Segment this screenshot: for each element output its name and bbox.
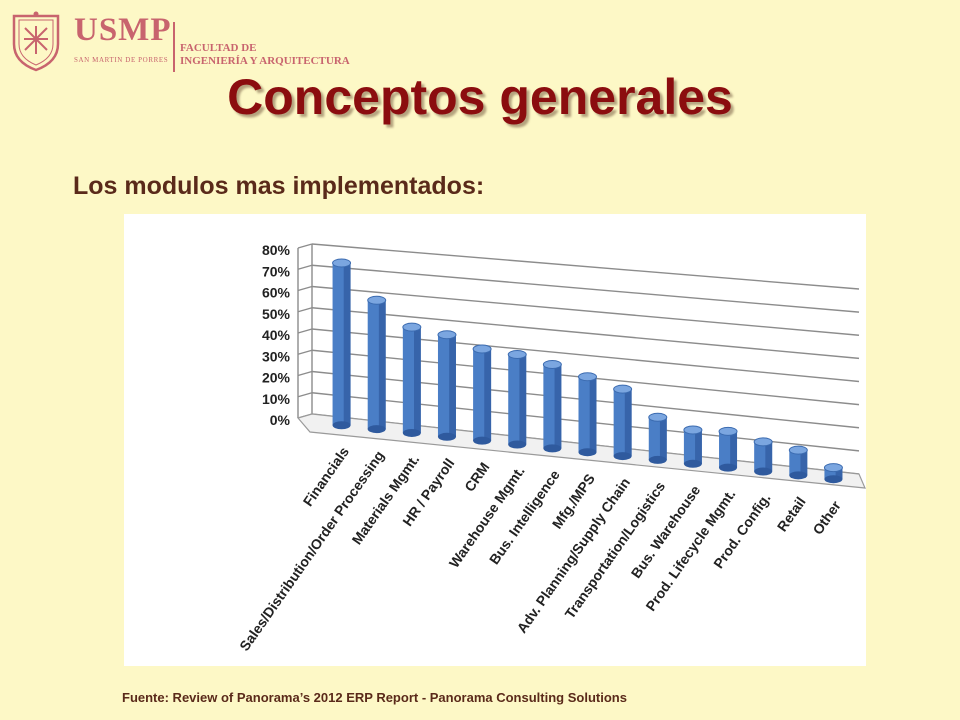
bar-shade <box>484 348 492 441</box>
bar-top <box>332 258 352 268</box>
bar-base <box>719 463 738 472</box>
university-seal-icon <box>12 11 60 72</box>
logo-university: SAN MARTIN DE PORRES <box>74 56 169 64</box>
bar <box>824 467 843 480</box>
bar-base <box>543 444 562 453</box>
x-tick-label: Materials Mgmt. <box>348 451 422 547</box>
logo-faculty-line1: FACULTAD DE <box>180 42 257 54</box>
slide-subtitle: Los modulos mas implementados: <box>73 172 485 200</box>
x-tick-label: Other <box>809 497 844 537</box>
y-tick-label: 10% <box>262 391 291 407</box>
gridline <box>311 307 860 360</box>
bar-base <box>578 448 597 457</box>
bar-base <box>402 428 421 437</box>
usmp-logo: USMP SAN MARTIN DE PORRES FACULTAD DE IN… <box>10 10 370 76</box>
y-tick-label: 20% <box>262 370 291 386</box>
chart-container: 0% 10% 20% 30% 40% 50% 60% 70% 80% Financials Sale… <box>124 214 866 666</box>
bar-chart: 0%10%20%30%40%50%60%70%80%FinancialsSale… <box>236 242 866 654</box>
gridline <box>311 264 860 313</box>
gridline <box>311 243 860 290</box>
bar-top <box>788 445 808 455</box>
bar-shade <box>589 376 597 453</box>
bar-shade <box>730 431 738 468</box>
bar-base <box>683 459 702 468</box>
bar-top <box>507 350 527 360</box>
bar-base <box>332 421 351 430</box>
bar-shade <box>378 300 386 430</box>
y-tick-label: 40% <box>262 327 291 343</box>
bar-base <box>367 425 386 434</box>
bar-base <box>613 452 632 461</box>
slide-title: Conceptos generales <box>227 69 733 125</box>
gridline-side <box>297 307 313 313</box>
logo-faculty: FACULTAD DE INGENIERÍA Y ARQUITECTURA <box>180 42 350 68</box>
gridline-side <box>297 243 313 249</box>
bar-shade <box>343 262 351 426</box>
bar-top <box>367 295 387 305</box>
gridline-side <box>297 370 313 377</box>
bar-top <box>823 463 843 473</box>
logo-faculty-line2: INGENIERÍA Y ARQUITECTURA <box>180 55 350 67</box>
x-tick-label: Sales/Distribution/Order Processing <box>236 448 387 654</box>
bar-top <box>753 437 773 447</box>
gridline-side <box>297 392 313 398</box>
logo-name: USMP <box>74 12 172 48</box>
bar-shade <box>554 364 562 449</box>
bar-top <box>613 384 633 394</box>
bar-top <box>472 344 492 354</box>
bar-shade <box>449 334 456 437</box>
bar-top <box>683 425 703 435</box>
gridline-side <box>297 349 313 355</box>
bar-shade <box>765 441 773 472</box>
bar-shade <box>519 354 527 445</box>
y-tick-label: 70% <box>262 263 291 279</box>
bar-top <box>437 330 457 340</box>
bar-base <box>789 471 808 480</box>
y-tick-label: 0% <box>270 412 291 428</box>
bar-top <box>718 426 738 436</box>
bar-base <box>648 455 667 464</box>
bar-base <box>508 440 527 449</box>
bar-top <box>542 359 562 369</box>
x-tick-label: Retail <box>774 494 809 534</box>
bar-shade <box>800 450 808 476</box>
logo-divider <box>173 22 175 72</box>
gridline-side <box>297 264 313 270</box>
gridline <box>311 285 860 336</box>
bar-base <box>754 467 773 476</box>
bar-top <box>578 372 597 382</box>
bar-shade <box>659 417 667 460</box>
bar-base <box>473 436 492 445</box>
y-tick-label: 50% <box>262 306 291 322</box>
y-tick-label: 60% <box>262 285 291 301</box>
bar-base <box>437 432 456 441</box>
y-tick-label: 30% <box>262 348 291 364</box>
bar-top <box>402 322 422 332</box>
bar-shade <box>695 429 702 464</box>
source-footer: Fuente: Review of Panorama’s 2012 ERP Re… <box>122 690 627 705</box>
bar-shade <box>624 389 632 457</box>
x-tick-label: CRM <box>461 459 492 494</box>
bar-base <box>824 475 843 484</box>
gridline-side <box>297 285 313 292</box>
gridline-side <box>297 328 313 334</box>
bar-shade <box>413 327 421 433</box>
y-tick-label: 80% <box>262 242 291 258</box>
x-tick-label: Bus. Warehouse <box>628 482 704 581</box>
bar-top <box>648 412 668 422</box>
bar-shade <box>835 467 843 480</box>
